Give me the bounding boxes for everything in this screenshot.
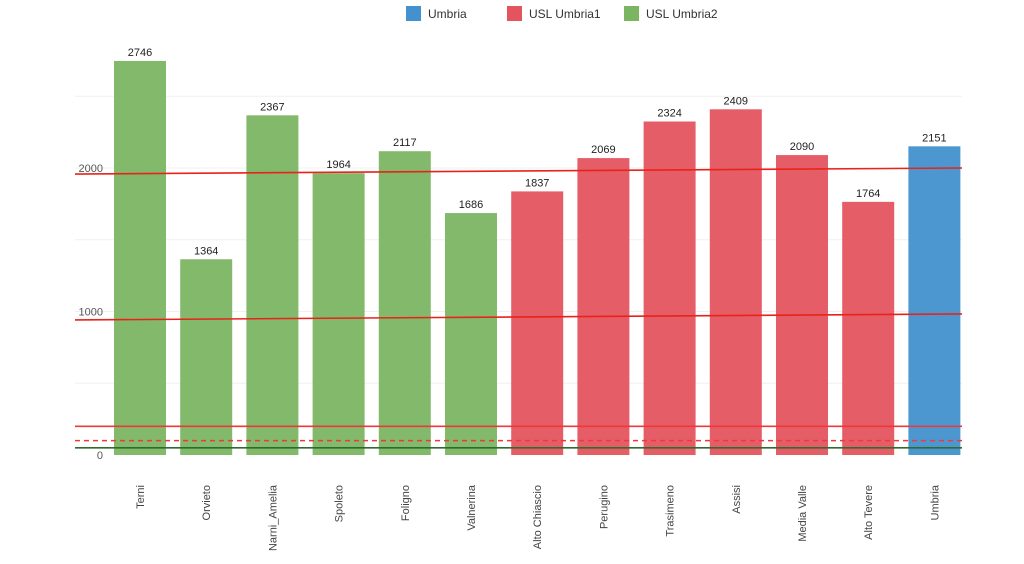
x-tick-label: Media Valle xyxy=(797,485,809,542)
legend-label: Umbria xyxy=(428,7,467,21)
y-tick-label: 1000 xyxy=(79,307,103,319)
x-tick-label: Alto Chiascio xyxy=(532,485,544,549)
y-tick-label: 0 xyxy=(97,450,103,462)
x-tick-label: Foligno xyxy=(400,485,412,521)
data-label: 2090 xyxy=(790,141,814,153)
x-tick-label: Terni xyxy=(135,485,147,509)
bar xyxy=(776,155,828,455)
data-label: 2117 xyxy=(393,137,417,149)
data-label: 2367 xyxy=(260,101,284,113)
bar xyxy=(709,109,762,455)
bar xyxy=(246,115,299,455)
reference-lines xyxy=(74,167,963,449)
x-tick-label: Alto Tevere xyxy=(863,485,875,540)
reference-line xyxy=(74,167,963,175)
x-tick-label: Orvieto xyxy=(201,485,213,520)
data-label: 2409 xyxy=(724,95,748,107)
x-axis: Terni Orvieto Narni_Amelia Spoleto Foligno Va… xyxy=(135,484,941,551)
bar xyxy=(114,60,166,455)
data-label: 2746 xyxy=(128,47,152,59)
data-label: 2324 xyxy=(657,108,681,120)
bar xyxy=(445,213,497,455)
x-tick-label: Valnerina xyxy=(466,484,478,531)
legend-swatch xyxy=(507,6,522,21)
legend-label: USL Umbria1 xyxy=(529,7,601,21)
data-label: 1964 xyxy=(326,159,350,171)
legend-swatch xyxy=(406,6,421,21)
bar xyxy=(577,158,630,455)
x-tick-label: Spoleto xyxy=(334,485,346,522)
y-axis: 0 1000 2000 xyxy=(79,163,103,462)
data-label: 1686 xyxy=(459,199,483,211)
y-tick-label: 2000 xyxy=(79,163,103,175)
x-tick-label: Narni_Amelia xyxy=(267,484,279,551)
bar xyxy=(643,121,696,456)
bar xyxy=(842,201,895,455)
bars: 2746 1364 2367 1964 2117 1686 1837 2069 2324 2409… xyxy=(114,47,961,456)
bar xyxy=(180,259,233,455)
data-label: 1364 xyxy=(194,245,218,257)
data-label: 2151 xyxy=(922,132,946,144)
legend: Umbria USL Umbria1 USL Umbria2 xyxy=(406,6,718,21)
bar xyxy=(312,173,365,455)
data-label: 1764 xyxy=(856,188,880,200)
x-tick-label: Trasimeno xyxy=(665,485,677,537)
data-label: 2069 xyxy=(591,144,615,156)
bar xyxy=(511,191,564,455)
bar xyxy=(908,146,961,456)
x-tick-label: Umbria xyxy=(929,484,941,520)
bar xyxy=(378,151,431,455)
legend-swatch xyxy=(624,6,639,21)
x-tick-label: Assisi xyxy=(731,485,743,514)
data-label: 1837 xyxy=(525,177,549,189)
x-tick-label: Perugino xyxy=(598,485,610,529)
legend-label: USL Umbria2 xyxy=(646,7,718,21)
reference-line xyxy=(74,313,963,321)
